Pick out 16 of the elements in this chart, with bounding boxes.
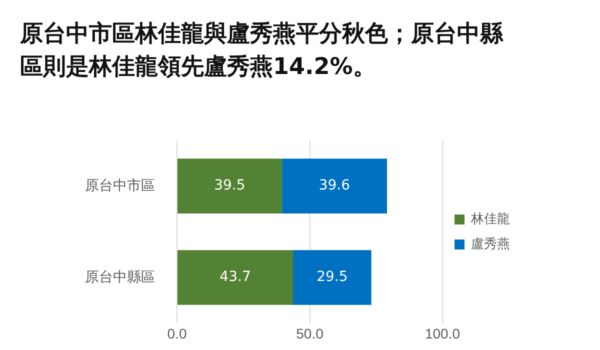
legend-label: 盧秀燕: [471, 236, 510, 252]
data-label: 29.5: [316, 269, 348, 286]
x-tick-label: 50.0: [296, 325, 324, 342]
bar: [178, 158, 282, 214]
x-tick-label: 0.0: [167, 325, 187, 342]
chart-title: 原台中市區林佳龍與盧秀燕平分秋色；原台中縣區則是林佳龍領先盧秀燕14.2%。: [20, 20, 504, 82]
legend-label: 林佳龍: [470, 211, 510, 226]
data-label: 39.5: [214, 178, 246, 194]
bar: [178, 250, 294, 305]
y-tick-label: 原台中縣區: [85, 268, 155, 284]
bar: [282, 158, 388, 214]
data-label: 39.6: [318, 178, 350, 194]
bar: [293, 250, 372, 305]
data-label: 43.7: [220, 269, 251, 286]
x-tick-label: 100.0: [424, 325, 460, 342]
y-tick-label: 原台中市區: [85, 176, 155, 193]
